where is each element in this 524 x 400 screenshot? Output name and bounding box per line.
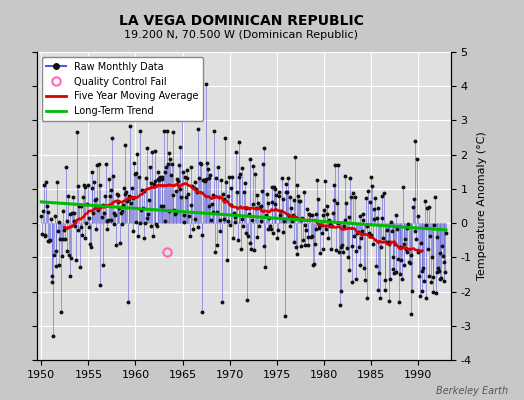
Text: 19.200 N, 70.500 W (Dominican Republic): 19.200 N, 70.500 W (Dominican Republic) <box>124 30 358 40</box>
Legend: Raw Monthly Data, Quality Control Fail, Five Year Moving Average, Long-Term Tren: Raw Monthly Data, Quality Control Fail, … <box>41 57 203 121</box>
Y-axis label: Temperature Anomaly (°C): Temperature Anomaly (°C) <box>477 132 487 280</box>
Text: LA VEGA DOMINICAN REPUBLIC: LA VEGA DOMINICAN REPUBLIC <box>118 14 364 28</box>
Text: Berkeley Earth: Berkeley Earth <box>436 386 508 396</box>
